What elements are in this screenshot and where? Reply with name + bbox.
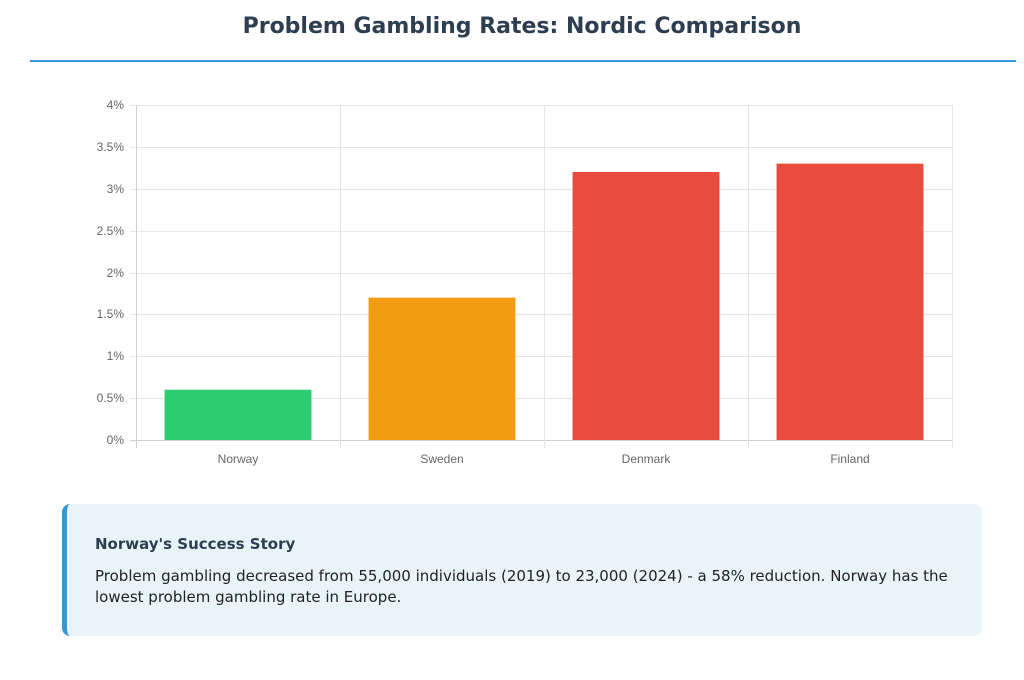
y-tick-label: 1.5%	[96, 307, 124, 322]
title-divider	[30, 60, 1016, 62]
bar-denmark[interactable]	[572, 172, 720, 440]
y-tick-label: 3.5%	[96, 139, 124, 154]
y-tick-label: 2.5%	[96, 223, 124, 238]
bar-finland[interactable]	[776, 163, 924, 440]
y-tick-label: 3%	[106, 181, 124, 196]
y-tick-label: 1%	[106, 349, 124, 364]
bar-chart: 0% 0.5% 1% 1.5% 2% 2.5% 3% 3.5% 4% Norway Sweden D…	[96, 98, 953, 466]
bar-sweden[interactable]	[368, 297, 516, 440]
x-tick-label: Sweden	[420, 452, 464, 466]
success-story-callout: Norway's Success Story Problem gambling …	[62, 504, 982, 636]
callout-body: Problem gambling decreased from 55,000 i…	[95, 567, 948, 606]
y-tick-label: 0.5%	[96, 391, 124, 406]
y-tick-label: 4%	[106, 98, 124, 112]
x-tick-label: Denmark	[621, 452, 671, 466]
y-tick-label: 2%	[106, 265, 124, 280]
bar-norway[interactable]	[164, 389, 312, 440]
callout-heading: Norway's Success Story	[95, 535, 296, 553]
x-tick-label: Norway	[217, 452, 259, 466]
page-title: Problem Gambling Rates: Nordic Compariso…	[242, 14, 802, 39]
chart-canvas	[130, 105, 953, 448]
y-tick-label: 0%	[106, 433, 124, 447]
x-tick-label: Finland	[830, 452, 870, 466]
